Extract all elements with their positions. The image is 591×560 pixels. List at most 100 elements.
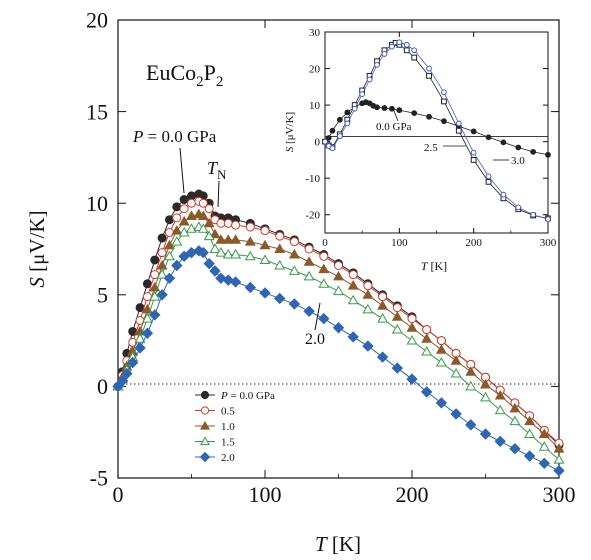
data-point [222,234,234,244]
y-tick-label: 30 [309,27,321,39]
data-point [156,289,168,301]
x-tick-label: 200 [465,237,482,249]
y-tick-label: -20 [305,210,320,222]
data-point [436,336,446,346]
data-point [391,362,404,374]
data-point [515,204,522,211]
data-point [304,244,314,254]
data-point [333,270,344,281]
data-point [374,61,380,68]
data-point [348,270,358,280]
y-tick-label: 10 [86,191,108,216]
x-tick-label: 0 [113,482,124,507]
data-point [126,356,139,369]
data-point [362,340,374,352]
data-point [121,367,133,380]
data-point [523,450,536,462]
data-point [470,157,477,163]
data-point [480,378,491,389]
y-tick-label: 5 [97,283,108,308]
data-point [406,334,418,345]
data-point [494,435,506,448]
data-point [230,248,242,259]
data-point [366,76,373,83]
data-point [344,109,351,116]
data-point [422,325,432,335]
data-point [376,351,389,363]
data-point [374,104,380,111]
data-point [204,204,214,214]
legend-label: 1.0 [221,421,235,433]
data-point [150,255,160,265]
data-point [553,443,565,453]
legend-entry: P = 0.0 GPa [195,390,275,402]
data-point [216,218,226,228]
data-point [209,265,221,277]
data-point [426,72,432,79]
x-tick-label: 300 [540,237,557,249]
data-point [362,303,374,314]
data-point [403,47,410,54]
data-point [455,120,462,127]
data-point [334,260,343,270]
data-point [545,151,551,158]
data-point [318,263,330,274]
data-point [530,211,537,218]
main-x-axis-label: T [K] [315,532,361,556]
data-point [142,279,152,289]
inset-series-group [322,39,551,223]
data-point [259,239,271,250]
legend-entry: 1.0 [195,420,235,433]
data-point [332,322,345,334]
data-point [319,251,329,261]
data-point [403,41,410,48]
data-point [347,331,359,343]
data-point [223,218,233,228]
x-tick-label: 300 [543,482,576,507]
data-point [435,397,448,409]
data-point [465,366,477,376]
data-point [156,259,168,270]
main-series-group [112,189,565,477]
legend-marker [200,390,210,400]
data-point [465,380,477,391]
data-point [347,280,359,290]
y-tick-label: -5 [90,466,108,491]
data-point [149,309,161,321]
data-point [288,298,301,310]
inset-label-3-0: 3.0 [511,155,525,167]
x-tick-label: 0 [322,237,328,249]
data-point [450,367,462,378]
data-point [318,278,330,288]
data-point [329,145,336,152]
data-point [347,294,359,305]
data-point [509,442,521,455]
data-point [203,217,215,228]
data-point [303,270,315,281]
data-point [245,222,255,232]
x-tick-label: 100 [391,237,408,249]
data-point [198,198,208,208]
data-point [157,248,167,258]
data-point [209,243,221,253]
data-point [420,386,433,398]
data-point [171,236,183,246]
data-point [116,375,129,387]
data-point [450,355,462,365]
data-point [515,144,522,151]
data-point [389,43,395,50]
y-tick-label: 15 [86,99,108,124]
data-point [203,257,215,270]
data-point [359,91,366,98]
inset-x-axis-label: T [K] [421,259,447,273]
inset-label-0-0-gpa: 0.0 GPa [376,121,412,133]
data-point [244,281,257,294]
data-point [164,228,174,238]
data-point [179,195,189,205]
compound-label: EuCo2P2 [146,60,223,90]
legend-entry: 1.5 [195,436,235,449]
data-point [289,237,299,247]
y-tick-label: 20 [309,63,321,75]
